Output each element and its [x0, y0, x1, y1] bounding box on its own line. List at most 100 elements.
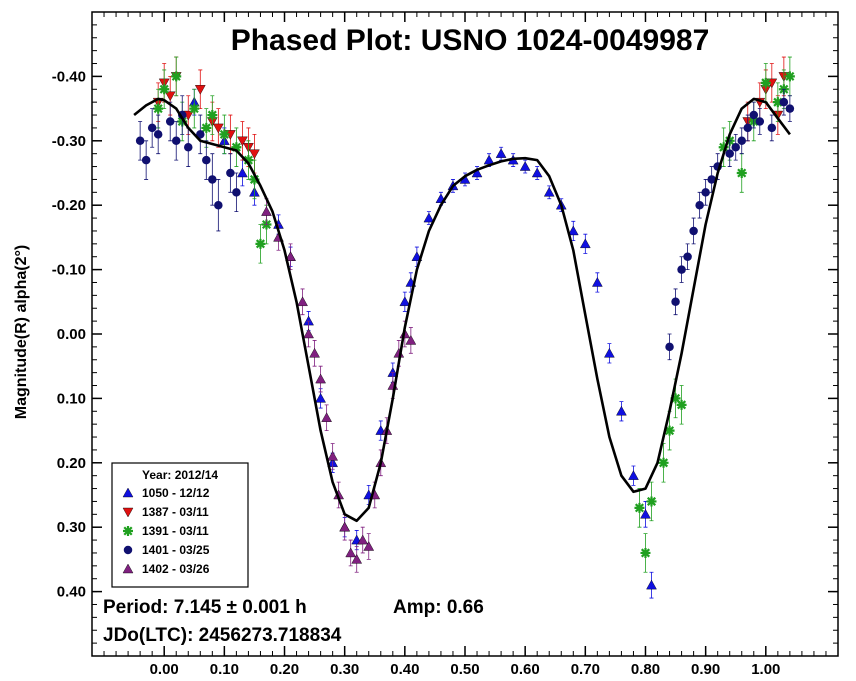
data-point	[159, 84, 170, 95]
data-point	[707, 175, 716, 184]
data-point	[718, 142, 729, 153]
data-point	[345, 547, 357, 558]
axes-layer: 0.00 0.10 0.20 0.30 0.40 0.50 0.60 0.70 0.80 0.90…	[52, 11, 839, 678]
data-point	[423, 212, 435, 223]
data-point	[604, 347, 615, 358]
x-tick-label: 0.60	[511, 661, 540, 678]
data-point	[689, 226, 698, 236]
data-point	[194, 85, 206, 95]
data-point	[327, 450, 338, 461]
legend-entry: 1387 - 03/11	[142, 505, 209, 519]
data-point	[749, 110, 759, 120]
amp-annotation: Amp: 0.66	[393, 597, 484, 618]
y-tick-label: 0.00	[57, 326, 86, 343]
data-point	[767, 123, 777, 133]
legend-entry: 1402 - 03/26	[142, 562, 210, 576]
y-axis-label: Magnitude(R) alpha(2°)	[13, 245, 30, 419]
data-point	[671, 297, 680, 307]
data-point	[646, 579, 657, 590]
y-tick-label: 0.30	[57, 519, 86, 536]
x-tick-label: 0.70	[571, 661, 600, 678]
data-point	[676, 399, 687, 410]
data-point	[226, 168, 235, 178]
data-point	[737, 136, 746, 146]
chart-title: Phased Plot: USNO 1024-0049987	[231, 24, 710, 57]
data-point	[196, 130, 205, 139]
data-point	[165, 117, 175, 126]
legend-box	[111, 462, 249, 588]
data-point	[261, 206, 272, 216]
data-point	[628, 470, 639, 480]
period-annotation: Period: 7.145 ± 0.001 h	[103, 597, 307, 618]
data-point	[531, 167, 543, 178]
data-point	[658, 457, 669, 468]
data-point	[171, 136, 181, 146]
data-point	[351, 553, 363, 564]
data-point	[646, 496, 657, 507]
data-point	[207, 110, 218, 121]
data-point	[249, 174, 260, 185]
fit-curve	[133, 97, 791, 523]
data-point	[736, 168, 747, 178]
data-point	[321, 412, 332, 422]
data-point	[219, 129, 230, 140]
data-point	[695, 200, 704, 210]
data-point	[297, 296, 308, 306]
y-tick-label: 0.40	[57, 584, 86, 601]
x-tick-label: 0.40	[390, 661, 419, 678]
legend-marker	[122, 487, 134, 498]
data-point	[543, 186, 555, 197]
data-point	[214, 200, 223, 210]
data-point	[243, 155, 254, 166]
data-point	[567, 225, 579, 236]
data-point	[640, 508, 651, 519]
data-point	[339, 521, 351, 532]
data-point	[640, 547, 651, 558]
data-point	[164, 91, 176, 102]
data-point	[153, 103, 164, 114]
x-tick-label: 0.90	[691, 661, 720, 678]
data-point	[784, 71, 795, 82]
data-point	[147, 123, 157, 133]
x-tick-label: 0.20	[270, 661, 299, 678]
data-point	[153, 130, 163, 139]
data-point	[363, 541, 375, 551]
data-point	[592, 277, 603, 287]
data-point	[683, 252, 692, 261]
data-point	[141, 155, 151, 165]
x-tick-label: 0.30	[330, 661, 359, 678]
data-point	[201, 122, 212, 133]
data-point	[743, 123, 753, 133]
x-tick-label: 1.00	[751, 661, 780, 678]
legend: Year: 2012/14 1050 - 12/12 1387 - 03/11 139…	[111, 462, 249, 588]
data-point	[208, 175, 217, 184]
y-tick-label: -0.20	[52, 197, 86, 214]
legend-marker	[123, 526, 133, 536]
data-point	[755, 117, 765, 126]
data-point	[202, 155, 211, 165]
data-point	[665, 342, 674, 352]
data-point	[405, 335, 417, 345]
data-point	[315, 392, 326, 403]
y-tick-label: -0.40	[52, 68, 86, 85]
data-point	[285, 251, 296, 261]
legend-entry: 1391 - 03/11	[142, 524, 209, 538]
data-point	[701, 188, 710, 197]
legend-marker	[122, 563, 134, 574]
data-point	[772, 97, 783, 108]
jdo-annotation: JDo(LTC): 2456273.718834	[103, 625, 342, 646]
data-point	[725, 149, 734, 158]
data-point	[231, 142, 242, 153]
data-point	[315, 373, 326, 384]
y-tick-label: 0.10	[57, 390, 86, 407]
x-tick-label: 0.80	[631, 661, 660, 678]
data-point	[171, 71, 182, 82]
x-tick-label: 0.10	[210, 661, 239, 678]
legend-entry: 1401 - 03/25	[142, 543, 210, 557]
data-point	[760, 77, 771, 88]
y-tick-label: -0.30	[52, 133, 86, 150]
data-point	[237, 167, 248, 178]
data-point	[232, 188, 241, 197]
data-point	[189, 103, 200, 114]
